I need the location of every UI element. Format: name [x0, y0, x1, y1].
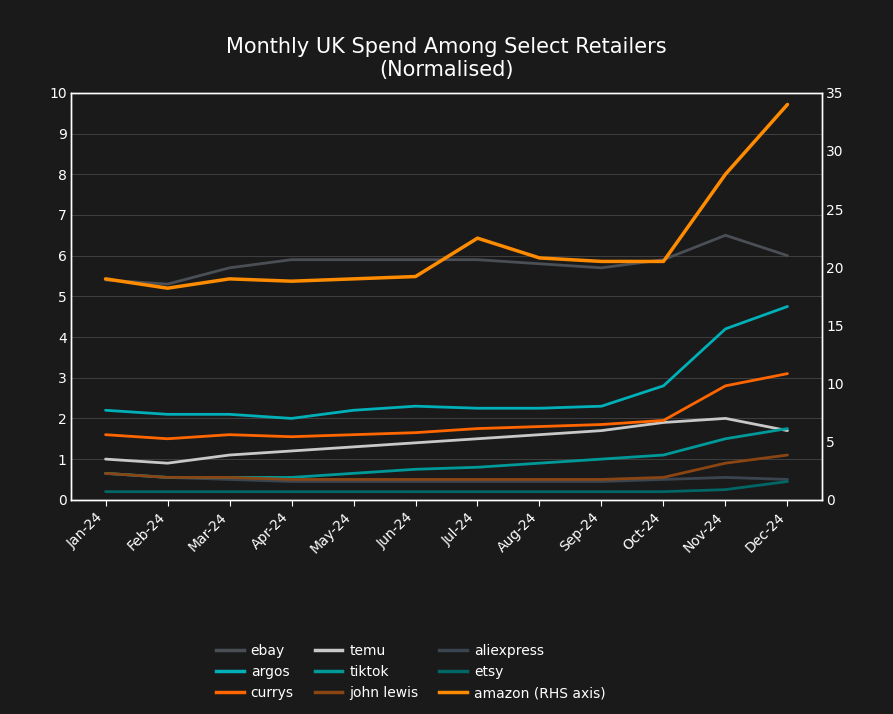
Title: Monthly UK Spend Among Select Retailers
(Normalised): Monthly UK Spend Among Select Retailers …	[226, 37, 667, 80]
Legend: ebay, argos, currys, temu, tiktok, john lewis, aliexpress, etsy, amazon (RHS axi: ebay, argos, currys, temu, tiktok, john …	[209, 638, 613, 707]
